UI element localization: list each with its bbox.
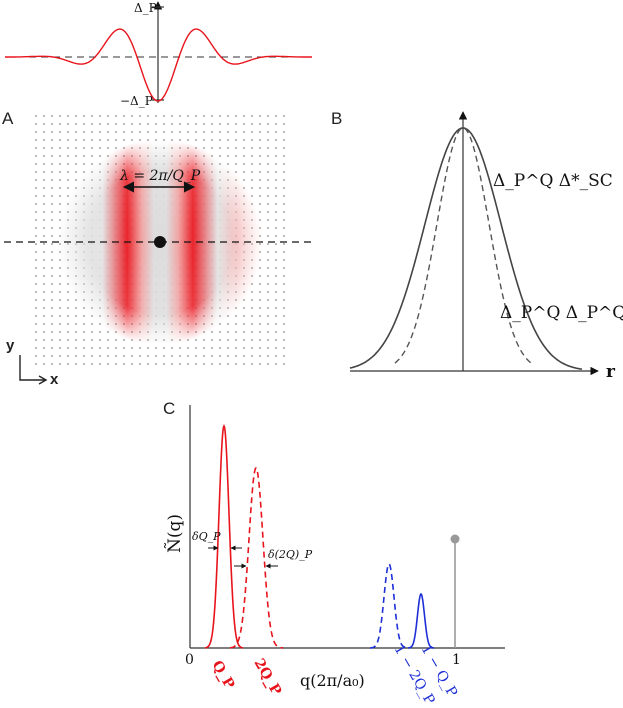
delta-2qp-label: δ(2Q)_P [268, 548, 313, 561]
x-arrowhead [38, 375, 48, 385]
panel-a-letter: A [2, 109, 14, 128]
top-gap-oscillation-curve [5, 28, 312, 102]
tick-one-label: 1 [452, 652, 461, 668]
bragg-peak-dot [450, 534, 460, 544]
xy-axes-glyph [19, 355, 45, 381]
panel-c-x-label: q(2π/a₀) [300, 671, 365, 690]
curve-solid-label: Δ_P^Q Δ*_SC [493, 171, 613, 191]
panel-c: C Ñ(q) 0 1 q(2π/a₀) δQ_P δ(2Q)_P Q_P 2Q_… [163, 399, 505, 707]
panel-b-x-label: r [606, 362, 616, 382]
panel-b-letter: B [331, 109, 342, 128]
top-oscillation-panel: Δ_P −Δ_P [5, 1, 312, 108]
curve-solid-sc [349, 127, 583, 370]
curve-dashed-label: Δ_P^Q Δ_P^Q* [500, 303, 623, 323]
axis-y-label: y [6, 337, 15, 354]
top-label-pos: Δ_P [134, 1, 157, 15]
peak-label-2qp: 2Q_P [251, 656, 285, 699]
peak-2qp [230, 466, 283, 649]
panel-c-letter: C [163, 399, 175, 418]
peak-label-qp: Q_P [209, 658, 238, 692]
curve-dashed-pdw [394, 127, 532, 364]
axis-x-label: x [50, 371, 59, 388]
panel-c-y-label: Ñ(q) [164, 514, 185, 553]
wavelength-label: λ = 2π/Q_P [119, 168, 201, 184]
tick-zero-label: 0 [185, 652, 194, 668]
vortex-core-dot [154, 236, 166, 248]
peak-1-minus-2qp [370, 562, 409, 649]
peak-1-minus-qp [408, 592, 434, 649]
panel-a: A λ = 2π/Q_P y x [2, 109, 316, 388]
peak-qp [205, 424, 243, 649]
delta-qp-label: δQ_P [192, 530, 221, 543]
panel-b: B Δ_P^Q Δ*_SC Δ_P^Q Δ_P^Q* r [331, 109, 623, 382]
top-label-neg: −Δ_P [120, 94, 153, 108]
